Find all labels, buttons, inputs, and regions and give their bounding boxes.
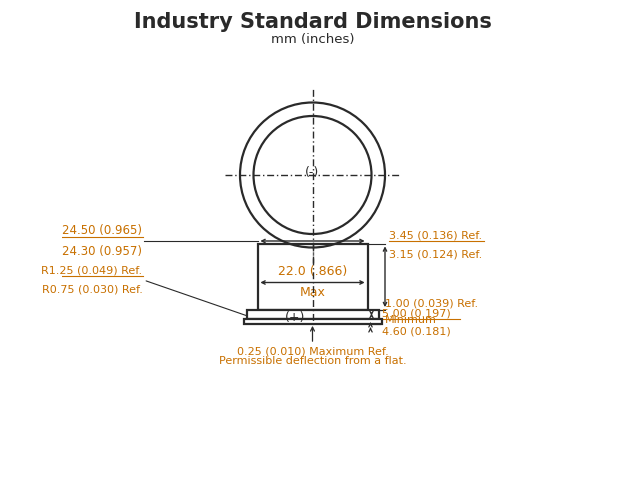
Text: R0.75 (0.030) Ref.: R0.75 (0.030) Ref. <box>42 284 142 294</box>
Text: 3.15 (0.124) Ref.: 3.15 (0.124) Ref. <box>389 250 482 260</box>
Text: 3.45 (0.136) Ref.: 3.45 (0.136) Ref. <box>389 231 482 241</box>
Bar <box>244 319 381 324</box>
Text: Max: Max <box>299 286 326 300</box>
Text: R1.25 (0.049) Ref.: R1.25 (0.049) Ref. <box>41 266 142 276</box>
Text: 0.25 (0.010) Maximum Ref.: 0.25 (0.010) Maximum Ref. <box>237 346 388 356</box>
Text: 24.50 (0.965): 24.50 (0.965) <box>62 224 142 237</box>
Text: 24.30 (0.957): 24.30 (0.957) <box>62 245 142 258</box>
Bar <box>258 244 368 310</box>
Text: 22.0 (.866): 22.0 (.866) <box>278 264 347 278</box>
Text: mm (inches): mm (inches) <box>271 32 354 46</box>
Text: 5.00 (0.197): 5.00 (0.197) <box>382 309 451 319</box>
Text: (+): (+) <box>285 311 305 324</box>
Text: Permissible deflection from a flat.: Permissible deflection from a flat. <box>219 356 406 366</box>
Text: 4.60 (0.181): 4.60 (0.181) <box>382 326 451 336</box>
Text: 1.00 (0.039) Ref.: 1.00 (0.039) Ref. <box>385 298 478 308</box>
Bar <box>246 310 379 319</box>
Text: Industry Standard Dimensions: Industry Standard Dimensions <box>134 12 491 32</box>
Text: (-): (-) <box>306 166 319 179</box>
Text: Minimum: Minimum <box>385 315 437 325</box>
